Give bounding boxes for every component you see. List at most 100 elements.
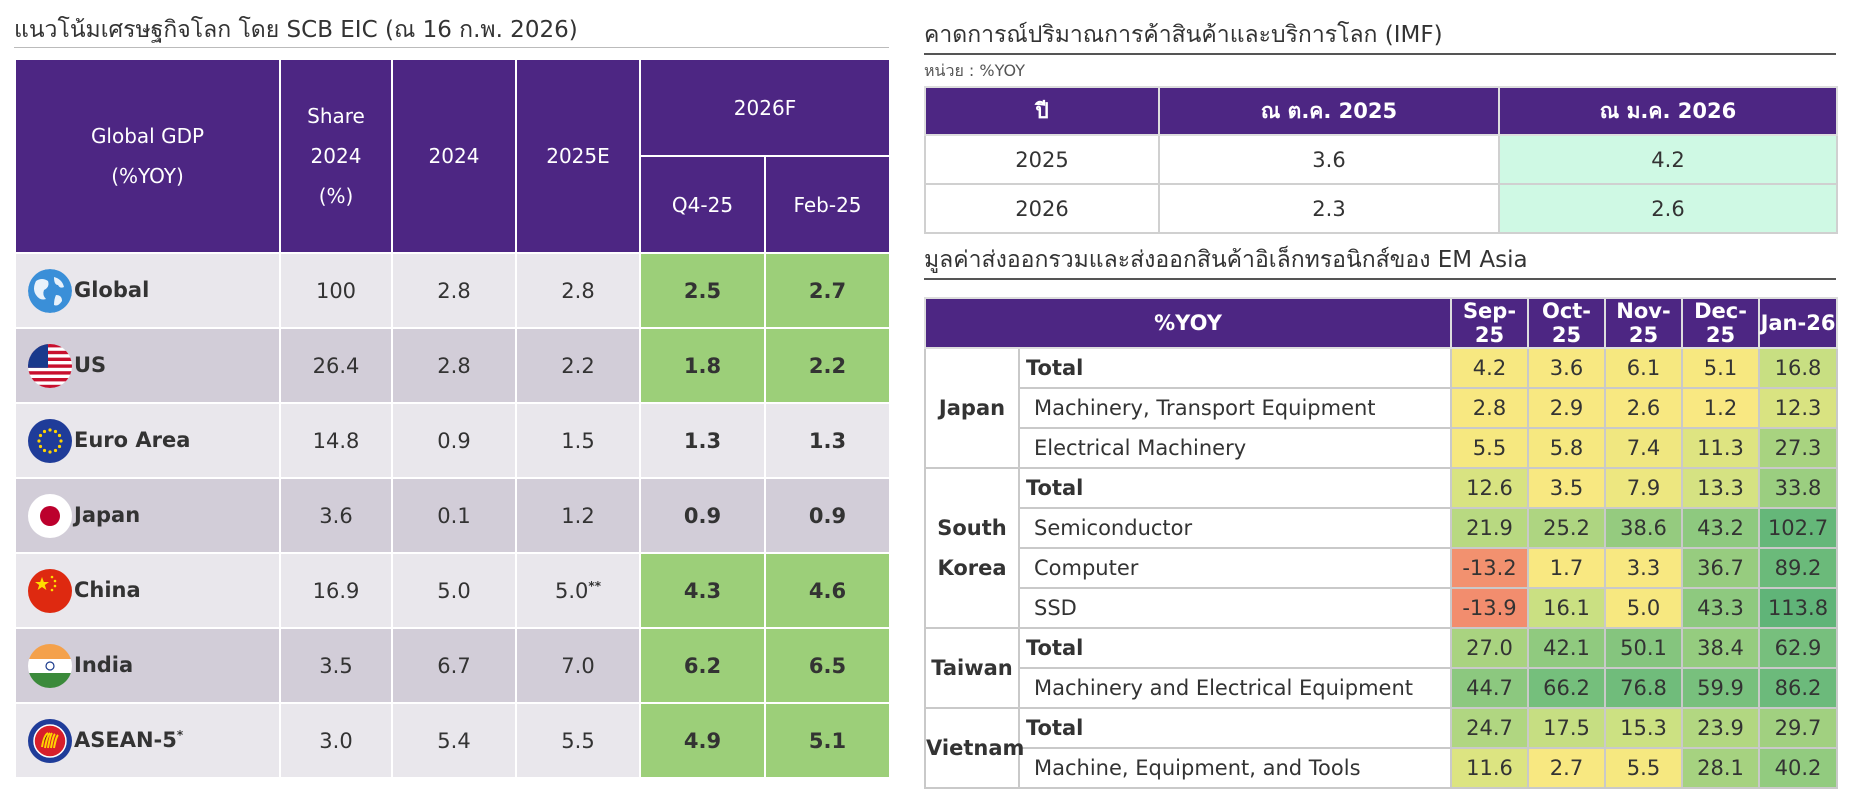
em-value-cell: 27.0 xyxy=(1450,627,1529,669)
imf-jan-header: ณ ม.ค. 2026 xyxy=(1498,86,1838,136)
em-value-cell: 7.4 xyxy=(1604,427,1683,469)
em-value-cell: 2.7 xyxy=(1527,747,1606,789)
em-value-cell: 24.7 xyxy=(1450,707,1529,749)
em-row: Machine, Equipment, and Tools 11.6 2.7 5.5 2… xyxy=(925,747,1838,789)
em-item-cell: Machinery, Transport Equipment xyxy=(1018,387,1452,429)
em-value-cell: 29.7 xyxy=(1758,707,1838,749)
em-group-cell: Vietnam xyxy=(924,707,1025,789)
em-item-cell: Machinery and Electrical Equipment xyxy=(1018,667,1452,709)
em-value-cell: 23.9 xyxy=(1681,707,1760,749)
em-value-cell: 43.3 xyxy=(1681,587,1760,629)
em-month-header: Sep-25 xyxy=(1450,297,1529,349)
em-title-rule xyxy=(924,278,1836,280)
em-group-name-line: Vietnam xyxy=(926,736,1025,760)
imf-oct-cell: 3.6 xyxy=(1158,134,1500,185)
gdp-2024-cell: 5.0 xyxy=(391,552,517,629)
share-cell: 100 xyxy=(279,252,393,329)
em-value-cell: 50.1 xyxy=(1604,627,1683,669)
gdp-row: India 3.5 6.7 7.0 6.2 6.5 xyxy=(14,627,891,704)
em-value-cell: 38.6 xyxy=(1604,507,1683,549)
em-row: Japan Total 4.2 3.6 6.1 5.1 16.8 xyxy=(924,347,1838,469)
em-row: Machinery and Electrical Equipment 44.7 66… xyxy=(925,667,1838,709)
country-cell: Euro Area xyxy=(14,402,281,479)
japan-flag-icon xyxy=(28,493,72,538)
share-cell: 3.0 xyxy=(279,702,393,779)
feb-header: Feb-25 xyxy=(764,155,891,254)
em-item-cell: Total xyxy=(1018,467,1452,509)
em-value-cell: 62.9 xyxy=(1758,627,1838,669)
em-value-cell: 13.3 xyxy=(1681,467,1760,509)
em-value-cell: 33.8 xyxy=(1758,467,1838,509)
em-value-cell: 5.5 xyxy=(1450,427,1529,469)
gdp-feb-cell: 2.2 xyxy=(764,327,891,404)
em-value-cell: 102.7 xyxy=(1758,507,1838,549)
gdp-feb-cell: 1.3 xyxy=(764,402,891,479)
country-cell: Japan xyxy=(14,477,281,554)
em-value-cell: 28.1 xyxy=(1681,747,1760,789)
em-month-header: Nov-25 xyxy=(1604,297,1683,349)
em-value-cell: 1.2 xyxy=(1681,387,1760,429)
em-value-cell: 44.7 xyxy=(1450,667,1529,709)
gdp-2025-cell: 2.8 xyxy=(515,252,641,329)
imf-year-header: ปี xyxy=(924,86,1160,136)
em-item-cell: Semiconductor xyxy=(1018,507,1452,549)
gdp-2025-cell: 1.5 xyxy=(515,402,641,479)
em-row: Vietnam Total 24.7 17.5 15.3 23.9 29.7 xyxy=(924,707,1838,789)
em-value-cell: 11.6 xyxy=(1450,747,1529,789)
imf-row: 2025 3.6 4.2 xyxy=(924,134,1838,185)
em-row: Semiconductor 21.9 25.2 38.6 43.2 102.7 xyxy=(925,507,1838,549)
global-gdp-table: Global GDP (%YOY) Share 2024 (%) 2024 20… xyxy=(14,58,891,779)
gdp-q4-cell: 2.5 xyxy=(639,252,766,329)
country-cell: US xyxy=(14,327,281,404)
em-row: Machinery, Transport Equipment 2.8 2.9 2.6 1… xyxy=(925,387,1838,429)
em-item-cell: SSD xyxy=(1018,587,1452,629)
em-section-title: มูลค่าส่งออกรวมและส่งออกสินค้าอิเล็กทรอน… xyxy=(924,247,1528,273)
em-value-cell: 25.2 xyxy=(1527,507,1606,549)
year-2024-header: 2024 xyxy=(391,58,517,254)
gdp-q4-cell: 1.8 xyxy=(639,327,766,404)
gdp-row: Global 100 2.8 2.8 2.5 2.7 xyxy=(14,252,891,329)
gdp-header-line2: (%YOY) xyxy=(111,164,184,188)
imf-year-cell: 2026 xyxy=(924,183,1160,234)
em-value-cell: 2.9 xyxy=(1527,387,1606,429)
em-value-cell: 5.8 xyxy=(1527,427,1606,469)
em-value-cell: 5.0 xyxy=(1604,587,1683,629)
imf-jan-cell: 4.2 xyxy=(1498,134,1838,185)
gdp-2025-value: 7.0 xyxy=(561,653,595,678)
gdp-2024-cell: 2.8 xyxy=(391,252,517,329)
em-asia-export-table: %YOY Sep-25 Oct-25 Nov-25 Dec-25 Jan-26 Japa… xyxy=(924,297,1838,789)
gdp-header-line1: Global GDP xyxy=(90,124,205,148)
em-value-cell: 27.3 xyxy=(1758,427,1838,469)
gdp-row: ASEAN-5* 3.0 5.4 5.5 4.9 5.1 xyxy=(14,702,891,779)
country-name: India xyxy=(74,652,134,677)
imf-oct-header: ณ ต.ค. 2025 xyxy=(1158,86,1500,136)
em-value-cell: 40.2 xyxy=(1758,747,1838,789)
gdp-2025-value: 2.2 xyxy=(561,353,595,378)
country-cell: Global xyxy=(14,252,281,329)
imf-row: 2026 2.3 2.6 xyxy=(924,183,1838,234)
em-value-cell: 113.8 xyxy=(1758,587,1838,629)
asean-flag-icon xyxy=(28,718,72,763)
em-value-cell: 2.6 xyxy=(1604,387,1683,429)
year-2025-header: 2025E xyxy=(515,58,641,254)
em-month-header: Oct-25 xyxy=(1527,297,1606,349)
em-value-cell: 7.9 xyxy=(1604,467,1683,509)
em-value-cell: 66.2 xyxy=(1527,667,1606,709)
em-group-name-line: South xyxy=(937,516,1007,540)
imf-title-rule xyxy=(924,53,1836,55)
em-value-cell: 3.6 xyxy=(1527,347,1606,389)
em-value-cell: 5.1 xyxy=(1681,347,1760,389)
share-header-line3: (%) xyxy=(318,184,354,208)
gdp-row: US 26.4 2.8 2.2 1.8 2.2 xyxy=(14,327,891,404)
gdp-feb-cell: 0.9 xyxy=(764,477,891,554)
em-value-cell: 5.5 xyxy=(1604,747,1683,789)
gdp-q4-cell: 0.9 xyxy=(639,477,766,554)
gdp-2025-value: 5.0 xyxy=(555,578,589,603)
em-row: SSD -13.9 16.1 5.0 43.3 113.8 xyxy=(925,587,1838,629)
gdp-section-title: แนวโน้มเศรษฐกิจโลก โดย SCB EIC (ณ 16 ก.พ… xyxy=(14,17,578,43)
em-value-cell: -13.9 xyxy=(1450,587,1529,629)
country-name: Euro Area xyxy=(74,427,191,452)
imf-unit-label: หน่วย : %YOY xyxy=(924,61,1025,80)
gdp-row: China 16.9 5.0 5.0** 4.3 4.6 xyxy=(14,552,891,629)
gdp-2025-footnote-mark: ** xyxy=(588,578,601,593)
